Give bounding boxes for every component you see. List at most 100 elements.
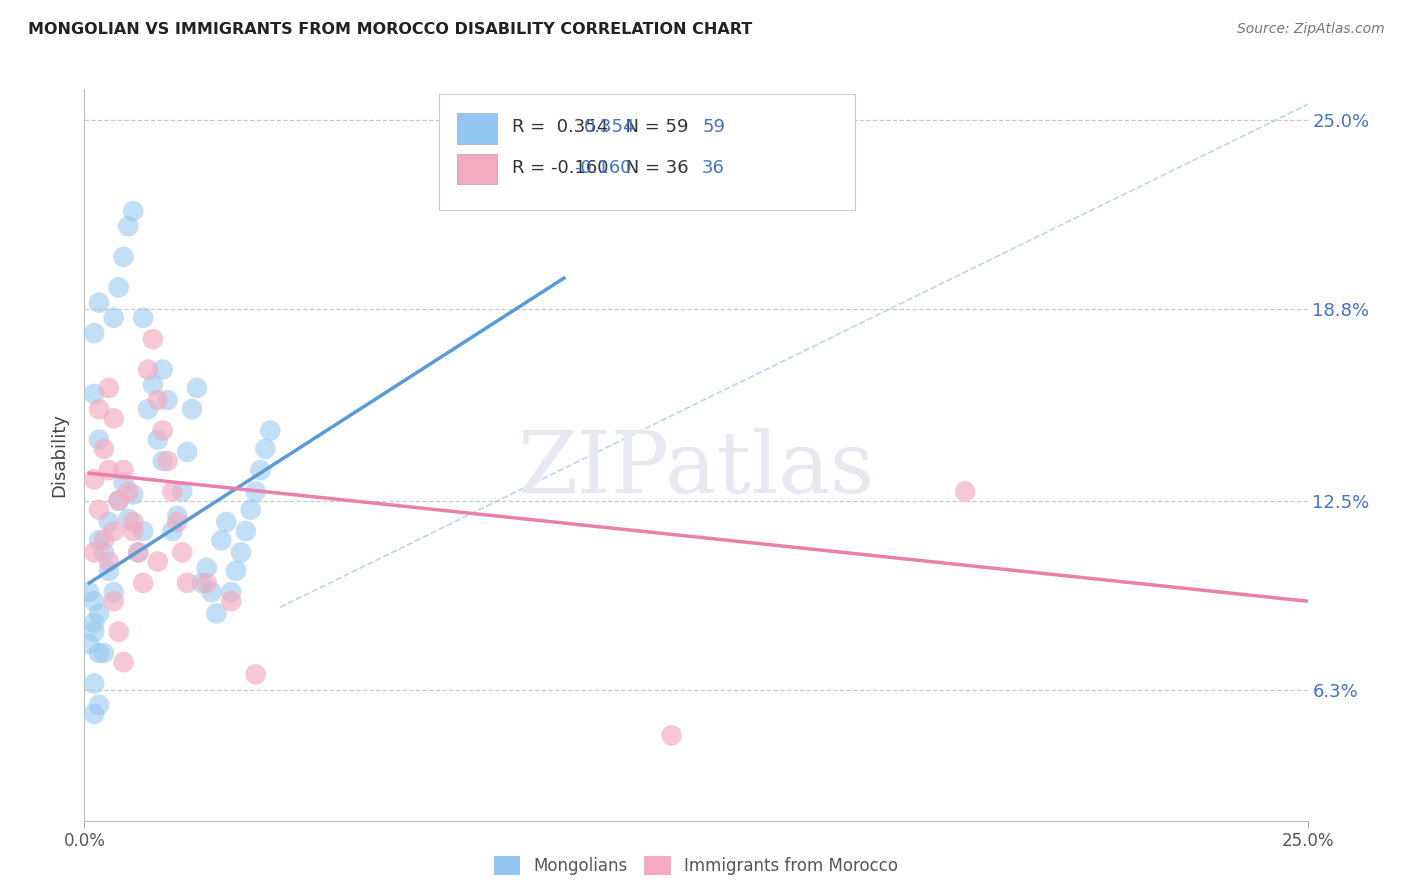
Point [93,533,115,548]
Point [107,624,129,639]
Point [87,533,110,548]
Text: -0.160: -0.160 [574,159,631,178]
Point [77,585,100,599]
Point [215,515,238,529]
Point [83,676,105,690]
Point [953,484,976,499]
Point [87,607,110,621]
Point [661,728,683,742]
Bar [457,153,496,185]
Point [107,493,129,508]
Text: MONGOLIAN VS IMMIGRANTS FROM MOROCCO DISABILITY CORRELATION CHART: MONGOLIAN VS IMMIGRANTS FROM MOROCCO DIS… [28,22,752,37]
Point [103,411,125,425]
Point [127,545,149,559]
Point [181,402,204,417]
Legend: Mongolians, Immigrants from Morocco: Mongolians, Immigrants from Morocco [486,849,905,882]
Point [249,463,271,477]
Point [107,280,129,294]
Point [259,424,281,438]
Text: 36: 36 [702,159,725,178]
Point [200,585,222,599]
Point [245,667,267,681]
Point [205,607,228,621]
Point [195,560,218,574]
Point [97,381,120,395]
Point [112,655,135,669]
Point [245,484,267,499]
Point [172,545,194,559]
Point [186,381,208,395]
Point [83,615,105,630]
Text: R =  0.354   N = 59: R = 0.354 N = 59 [513,118,689,136]
Point [142,332,165,346]
Point [156,454,179,468]
Point [132,576,155,591]
Point [127,545,149,559]
Point [103,594,125,608]
Point [117,512,139,526]
Point [209,533,232,548]
Point [87,646,110,660]
Point [219,594,242,608]
Point [239,503,262,517]
Point [152,454,174,468]
Point [162,484,184,499]
Point [112,463,135,477]
Point [87,295,110,310]
Point [146,433,169,447]
Point [195,576,218,591]
Point [117,484,139,499]
Point [83,326,105,340]
Text: 59: 59 [702,118,725,136]
Point [152,424,174,438]
Text: ZIPatlas: ZIPatlas [517,428,875,511]
Point [122,204,145,219]
Point [166,508,188,523]
Text: Source: ZipAtlas.com: Source: ZipAtlas.com [1237,22,1385,37]
Point [162,524,184,538]
Point [225,564,247,578]
Point [103,585,125,599]
Point [87,698,110,712]
Point [146,555,169,569]
Point [83,545,105,559]
Point [112,475,135,490]
Point [93,442,115,456]
Point [87,402,110,417]
Point [93,646,115,660]
Point [176,576,198,591]
Point [132,310,155,325]
Point [156,393,179,408]
Point [191,576,214,591]
Point [87,503,110,517]
Point [112,250,135,264]
Y-axis label: Disability: Disability [51,413,69,497]
Bar [457,113,496,144]
FancyBboxPatch shape [439,95,855,210]
Point [97,564,120,578]
Point [83,387,105,401]
Point [83,594,105,608]
Point [97,555,120,569]
Point [172,484,194,499]
Point [83,624,105,639]
Point [122,524,145,538]
Point [83,706,105,721]
Point [136,362,159,376]
Point [176,445,198,459]
Point [142,377,165,392]
Point [97,515,120,529]
Point [146,393,169,408]
Point [254,442,277,456]
Text: 0.354: 0.354 [583,118,636,136]
Point [103,310,125,325]
Point [117,219,139,234]
Point [87,433,110,447]
Point [107,493,129,508]
Point [103,524,125,538]
Point [93,545,115,559]
Point [166,515,188,529]
Point [97,463,120,477]
Point [122,515,145,529]
Point [77,637,100,651]
